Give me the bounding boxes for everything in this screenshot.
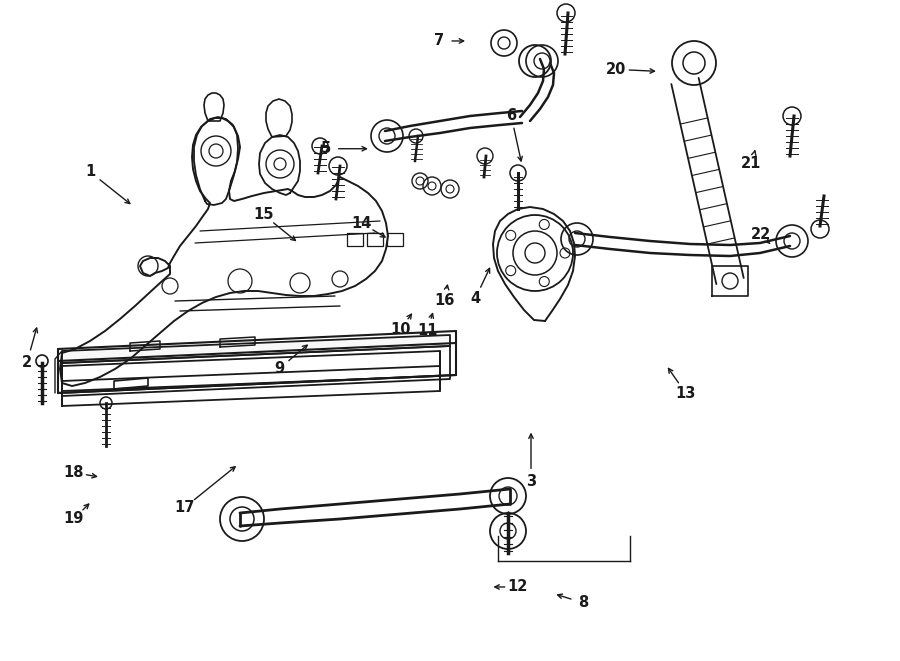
Polygon shape	[347, 233, 363, 246]
Text: 4: 4	[470, 292, 481, 306]
Text: 21: 21	[742, 157, 761, 171]
Text: 2: 2	[22, 355, 32, 369]
Text: 20: 20	[607, 62, 626, 77]
Text: 6: 6	[506, 108, 517, 123]
Polygon shape	[266, 99, 292, 137]
Text: 17: 17	[175, 500, 194, 515]
Text: 9: 9	[274, 362, 284, 376]
Text: 8: 8	[578, 596, 589, 610]
Text: 22: 22	[751, 227, 770, 242]
Polygon shape	[194, 117, 238, 205]
Text: 15: 15	[254, 208, 274, 222]
Text: 16: 16	[435, 293, 454, 308]
Text: 12: 12	[508, 580, 527, 594]
Text: 5: 5	[320, 141, 331, 156]
Polygon shape	[60, 118, 388, 386]
Polygon shape	[62, 346, 450, 396]
Text: 13: 13	[676, 386, 696, 401]
Polygon shape	[387, 233, 403, 246]
Polygon shape	[204, 93, 224, 121]
Text: 14: 14	[352, 216, 372, 231]
Polygon shape	[259, 135, 300, 195]
Text: 19: 19	[64, 512, 84, 526]
Text: 18: 18	[64, 465, 84, 480]
Text: 10: 10	[391, 322, 410, 336]
Text: 11: 11	[418, 323, 437, 338]
Polygon shape	[130, 341, 160, 351]
Polygon shape	[62, 335, 450, 363]
Polygon shape	[493, 207, 575, 321]
Polygon shape	[367, 233, 383, 246]
Polygon shape	[712, 266, 748, 296]
Text: 7: 7	[434, 34, 445, 48]
Polygon shape	[220, 337, 255, 347]
Polygon shape	[114, 378, 148, 389]
Text: 1: 1	[85, 165, 95, 179]
Text: 3: 3	[526, 474, 536, 488]
